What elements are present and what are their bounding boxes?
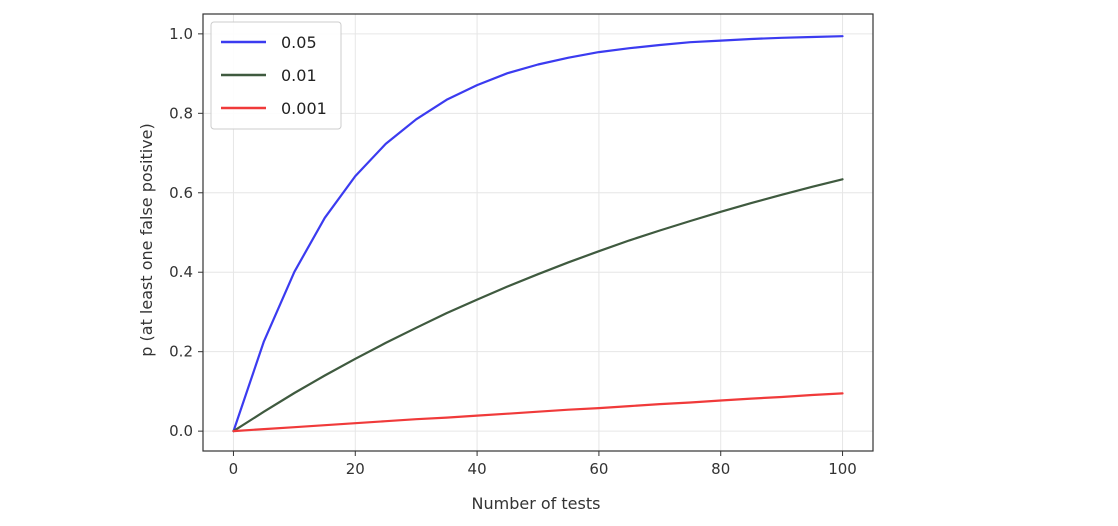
y-axis-label: p (at least one false positive) (137, 123, 156, 356)
y-tick-label: 0.2 (169, 343, 193, 361)
legend-entry-label: 0.001 (281, 99, 327, 118)
legend: 0.05 0.01 0.001 (210, 21, 342, 130)
plot-frame (202, 13, 874, 452)
axis-ticks: 0 20 40 60 80 100 0.0 0.2 0.4 0.6 0.8 1.0 (169, 25, 857, 478)
x-tick-label: 20 (346, 460, 365, 478)
legend-entry-label: 0.01 (281, 66, 317, 85)
y-tick-label: 0.6 (169, 184, 193, 202)
series-line-0.001 (232, 392, 844, 433)
y-tick-label: 1.0 (169, 25, 193, 43)
x-tick-label: 0 (229, 460, 239, 478)
series-line-0.01 (232, 178, 844, 433)
y-tick-label: 0.4 (169, 263, 193, 281)
x-tick-label: 100 (828, 460, 857, 478)
legend-entry-label: 0.05 (281, 33, 317, 52)
x-tick-label: 60 (589, 460, 608, 478)
x-tick-label: 40 (468, 460, 487, 478)
x-tick-label: 80 (711, 460, 730, 478)
x-axis-label: Number of tests (472, 494, 601, 513)
y-tick-label: 0.8 (169, 104, 193, 122)
series-line-0.05 (232, 35, 844, 433)
y-tick-label: 0.0 (169, 422, 193, 440)
series-lines (232, 35, 844, 433)
legend-box (210, 21, 342, 130)
